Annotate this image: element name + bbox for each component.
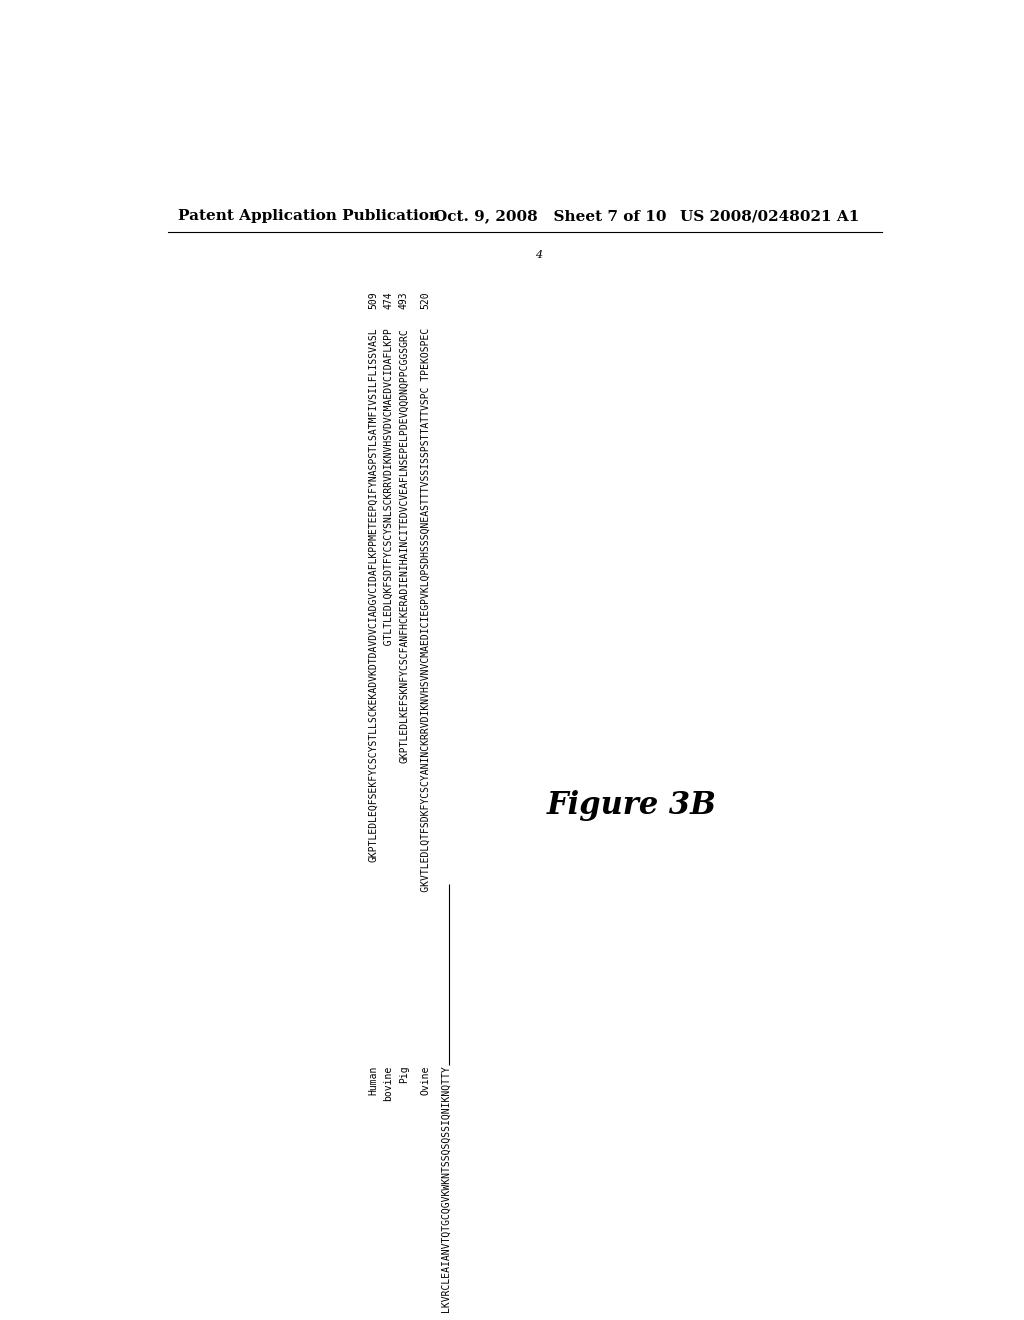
Text: bovine: bovine <box>383 1065 393 1101</box>
Text: US 2008/0248021 A1: US 2008/0248021 A1 <box>680 209 859 223</box>
Text: Oct. 9, 2008   Sheet 7 of 10: Oct. 9, 2008 Sheet 7 of 10 <box>434 209 667 223</box>
Text: GKVTLEDLQTFSDKFYCSCYANINCKRRVDIKNVHSVNVCMAEDICIEGPVKLQPSDHSSSQNEASTTTVSSISSPSTTA: GKVTLEDLQTFSDKFYCSCYANINCKRRVDIKNVHSVNVC… <box>421 327 431 927</box>
Text: 474: 474 <box>383 290 393 309</box>
Text: Human: Human <box>368 1065 378 1094</box>
Text: Patent Application Publication: Patent Application Publication <box>178 209 440 223</box>
Text: 493: 493 <box>399 290 409 309</box>
Text: GKPTLEDLKEFSKNFYCSCFANFHCKERADIENIHAINCITEDVCVEAFLNSEPELPDEVQQDNQPPCGGSGRC: GKPTLEDLKEFSKNFYCSCFANFHCKERADIENIHAINCI… <box>399 327 409 763</box>
Text: Figure 3B: Figure 3B <box>547 789 717 821</box>
Text: GTLTLEDLQKFSDTFYCSCYSNLSCKRRVDIKNVHSVDVCMAEDVCIDAFLKPP: GTLTLEDLQKFSDTFYCSCYSNLSCKRRVDIKNVHSVDVC… <box>383 327 393 663</box>
Text: 4: 4 <box>536 249 543 260</box>
Text: GKPTLEDLEQFSEKFYCSCYSTLLSCKEKADVKDTDAVDVCIADGVCIDAFLKPPMETEEPQIFYNASPSTLSATMFIVS: GKPTLEDLEQFSEKFYCSCYSTLLSCKEKADVKDTDAVDV… <box>368 327 378 862</box>
Text: 509: 509 <box>368 290 378 309</box>
Text: LKVRCLEAIANVTQTGCQGVKWKNTSSQSQSSIQNIKNQTTY: LKVRCLEAIANVTQTGCQGVKWKNTSSQSQSSIQNIKNQT… <box>440 1065 451 1312</box>
Text: Ovine: Ovine <box>421 1065 431 1094</box>
Text: Pig: Pig <box>399 1065 409 1084</box>
Text: 520: 520 <box>421 290 431 309</box>
